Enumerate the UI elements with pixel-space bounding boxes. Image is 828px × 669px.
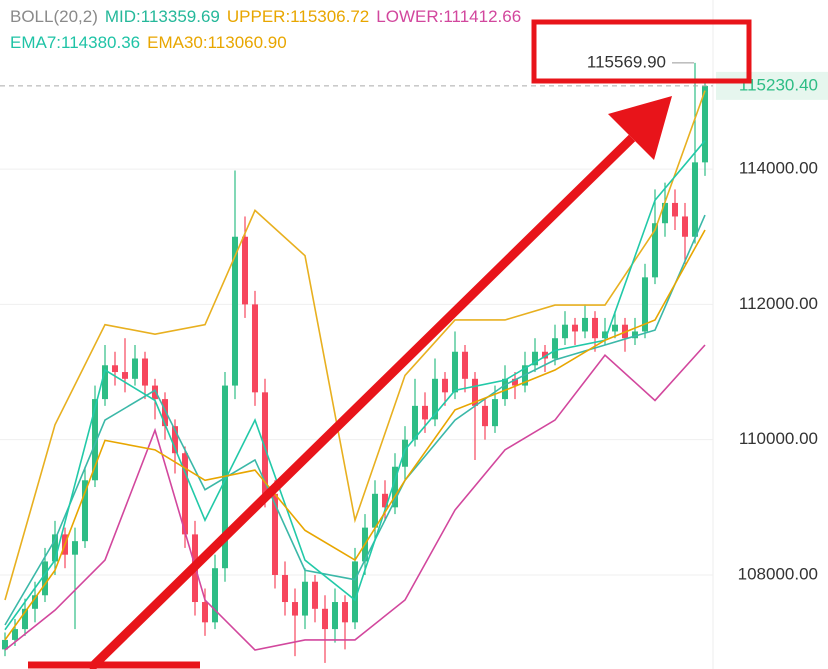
candle-body (602, 331, 608, 339)
indicator-line (4, 344, 706, 651)
candle-body (42, 561, 48, 596)
candle-body (202, 602, 208, 623)
candle-body (82, 480, 88, 542)
y-tick-label: 114000.00 (739, 159, 818, 178)
candle-body (292, 602, 298, 616)
candle-body (342, 602, 348, 623)
candle-body (392, 466, 398, 508)
candle-body (52, 534, 58, 562)
candle-body (212, 568, 218, 623)
candle-body (502, 378, 508, 400)
candle-body (252, 304, 258, 393)
candle-body (182, 453, 188, 535)
indicator-line (4, 90, 706, 601)
legend-item: UPPER:115306.72 (227, 7, 369, 26)
candle-body (562, 324, 568, 339)
candle-body (102, 365, 108, 400)
candle-body (112, 365, 118, 373)
candle-body (642, 277, 648, 332)
candle-body (272, 493, 278, 575)
candle-body (652, 223, 658, 278)
legend-item: LOWER:111412.66 (376, 7, 521, 26)
candle-body (402, 439, 408, 467)
candle-body (232, 236, 238, 386)
legend-item: EMA7:114380.36 (10, 33, 140, 52)
candle-body (172, 426, 178, 454)
candle-body (472, 378, 478, 406)
candle-body (262, 392, 268, 494)
candle-body (512, 378, 518, 386)
candle-body (482, 405, 488, 427)
candle-body (372, 493, 378, 528)
candle-body (672, 202, 678, 217)
candle-body (162, 399, 168, 427)
candle-body (412, 405, 418, 440)
y-tick-label: 110000.00 (739, 429, 818, 448)
candle-body (142, 358, 148, 386)
candle-body (132, 358, 138, 379)
candle-body (542, 351, 548, 359)
candle-body (32, 595, 38, 609)
candle-body (702, 85, 708, 163)
legend-item: MID:113359.69 (105, 7, 220, 26)
high-marker-label: 115569.90 (587, 52, 666, 71)
candle-body (422, 405, 428, 420)
candle-body (592, 317, 598, 339)
candle-body (22, 608, 28, 630)
indicator-line (4, 229, 706, 641)
candle-body (122, 372, 128, 379)
candle-body (302, 581, 308, 616)
candle-body (312, 581, 318, 609)
candle-body (572, 324, 578, 332)
candle-body (552, 338, 558, 359)
y-tick-label: 108000.00 (738, 564, 818, 583)
candle-body (352, 561, 358, 623)
y-tick-label: 112000.00 (739, 294, 818, 313)
candle-body (462, 351, 468, 379)
candle-body (332, 602, 338, 630)
indicator-line (4, 140, 706, 631)
candle-body (692, 162, 698, 237)
annotation (28, 19, 752, 669)
legend-item: BOLL(20,2) (10, 7, 98, 26)
last-price-label: 115230.40 (739, 75, 818, 94)
candle-body (532, 351, 538, 366)
candle-body (72, 541, 78, 555)
candle-body (612, 324, 618, 332)
candle-body (382, 493, 388, 508)
candle-body (242, 236, 248, 305)
candle-body (92, 399, 98, 481)
candle-body (282, 574, 288, 603)
candle-body (432, 378, 438, 420)
last-price-box (716, 71, 828, 100)
candle-body (12, 629, 18, 640)
candle-body (582, 317, 588, 332)
candle-body (2, 639, 8, 650)
legend-row: BOLL(20,2) MID:113359.69 UPPER:115306.72 LO… (10, 7, 521, 26)
candle-body (662, 202, 668, 224)
candle-body (442, 378, 448, 393)
legend-item: EMA30:113060.90 (147, 33, 287, 52)
candle-body (152, 385, 158, 400)
candle-body (452, 351, 458, 393)
candle-body (632, 331, 638, 339)
candle-body (682, 216, 688, 237)
candle-body (492, 399, 498, 427)
legend-row: EMA7:114380.36 EMA30:113060.90 (10, 33, 287, 52)
candle-body (322, 608, 328, 630)
